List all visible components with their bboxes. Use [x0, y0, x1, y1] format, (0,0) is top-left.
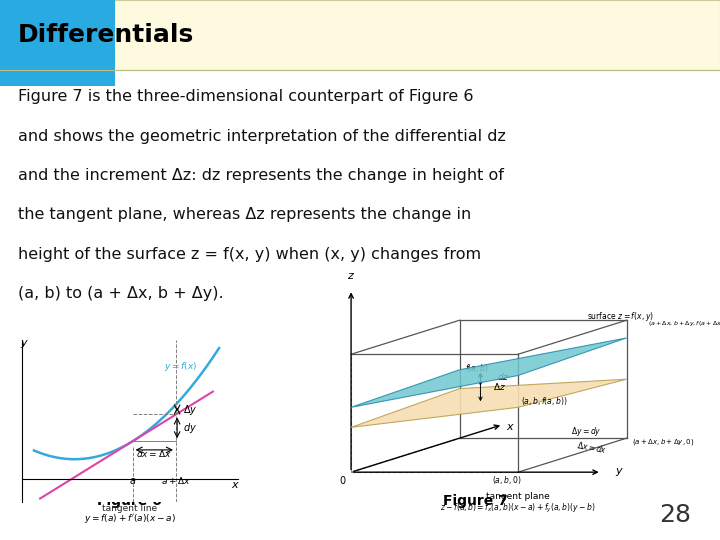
Text: $\Delta y = dy$: $\Delta y = dy$ — [571, 424, 602, 437]
Text: $y$: $y$ — [20, 338, 30, 350]
Text: $(a,b,f(a,b))$: $(a,b,f(a,b))$ — [521, 395, 568, 407]
Text: $\Delta z$: $\Delta z$ — [493, 381, 506, 393]
Text: $(a+\Delta x,b+\Delta y,0)$: $(a+\Delta x,b+\Delta y,0)$ — [632, 437, 694, 448]
Text: and shows the geometric interpretation of the differential dz: and shows the geometric interpretation o… — [18, 129, 506, 144]
Text: and the increment Δz: dz represents the change in height of: and the increment Δz: dz represents the … — [18, 168, 504, 183]
Text: height of the surface z = f(x, y) when (x, y) changes from: height of the surface z = f(x, y) when (… — [18, 247, 481, 262]
Text: $dz$: $dz$ — [497, 372, 510, 382]
Polygon shape — [351, 338, 626, 407]
Text: $\Delta x = dx$: $\Delta x = dx$ — [577, 439, 608, 455]
Bar — [0, 0, 720, 70]
Text: $0$: $0$ — [339, 474, 347, 485]
Text: $y = f(x)$: $y = f(x)$ — [163, 360, 197, 373]
Text: Figure 7 is the three-dimensional counterpart of Figure 6: Figure 7 is the three-dimensional counte… — [18, 89, 474, 104]
Text: $y$: $y$ — [615, 466, 624, 478]
Text: tangent plane: tangent plane — [486, 492, 550, 502]
Text: $z$: $z$ — [347, 271, 355, 281]
Text: $(a+\Delta x, b+\Delta y, f(a+\Delta x, b+\Delta y))$: $(a+\Delta x, b+\Delta y, f(a+\Delta x, … — [648, 319, 720, 328]
Text: $\Delta y$: $\Delta y$ — [184, 402, 198, 416]
Text: Figure 7: Figure 7 — [443, 494, 508, 508]
Polygon shape — [351, 379, 626, 427]
Text: $(a,b,0)$: $(a,b,0)$ — [492, 474, 521, 486]
Text: $y = f(a) + f'(a)(x-a)$: $y = f(a) + f'(a)(x-a)$ — [84, 512, 176, 525]
Text: $z - f(a,b) = f_x(a,b)(x-a) + f_y(a,b)(y-b)$: $z - f(a,b) = f_x(a,b)(x-a) + f_y(a,b)(y… — [441, 502, 596, 515]
Text: surface $z=f(x,y)$: surface $z=f(x,y)$ — [588, 310, 654, 323]
Bar — [0, 0, 115, 86]
Text: $dy$: $dy$ — [184, 421, 197, 435]
Text: (a, b) to (a + Δx, b + Δy).: (a, b) to (a + Δx, b + Δy). — [18, 286, 224, 301]
Text: $x$: $x$ — [231, 480, 240, 490]
Text: 28: 28 — [660, 503, 691, 526]
Text: $a + \Delta x$: $a + \Delta x$ — [161, 475, 191, 485]
Text: Differentials: Differentials — [18, 23, 194, 47]
Text: Figure 6: Figure 6 — [97, 494, 162, 508]
Text: $a$: $a$ — [129, 476, 136, 485]
Text: $x$: $x$ — [506, 422, 515, 432]
Text: tangent line: tangent line — [102, 504, 157, 513]
Text: the tangent plane, whereas Δz represents the change in: the tangent plane, whereas Δz represents… — [18, 207, 472, 222]
Text: $f(a,b)$: $f(a,b)$ — [465, 362, 488, 374]
Text: $dx = \Delta x$: $dx = \Delta x$ — [137, 448, 172, 459]
